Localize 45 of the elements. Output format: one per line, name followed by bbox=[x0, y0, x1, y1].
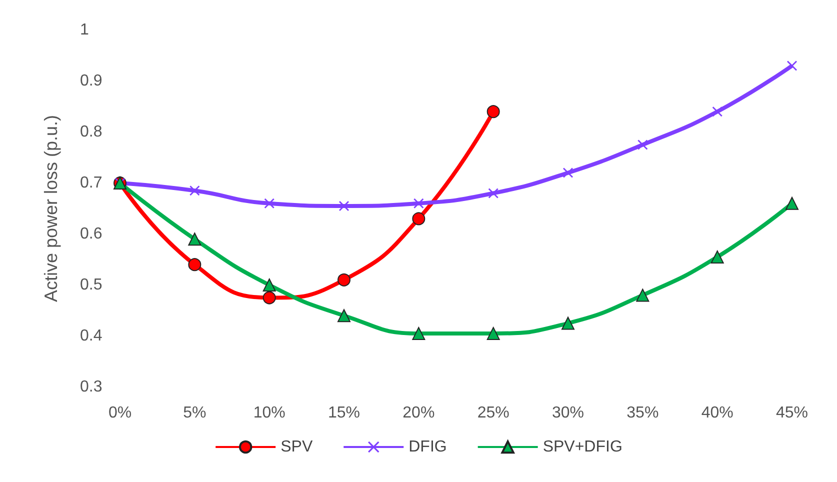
legend-label: DFIG bbox=[408, 438, 447, 456]
point bbox=[339, 200, 349, 211]
legend-label: SPV bbox=[280, 438, 313, 456]
x-tick-label: 20% bbox=[402, 404, 435, 422]
point bbox=[262, 278, 276, 292]
point bbox=[712, 106, 722, 117]
point bbox=[412, 326, 426, 340]
point bbox=[264, 198, 274, 208]
x-tick-label: 35% bbox=[626, 404, 659, 422]
y-axis-title: Active power loss (p.u.) bbox=[41, 114, 61, 302]
point bbox=[188, 232, 202, 246]
point bbox=[636, 288, 650, 302]
x-tick-label: 0% bbox=[108, 404, 132, 422]
point bbox=[188, 258, 202, 272]
y-tick-label: 0.4 bbox=[80, 328, 102, 344]
point bbox=[562, 316, 574, 330]
x-tick-label: 40% bbox=[701, 404, 734, 422]
point bbox=[488, 188, 498, 198]
point bbox=[710, 250, 724, 264]
x-tick-label: 30% bbox=[552, 404, 584, 422]
x-tick-label: 10% bbox=[253, 404, 286, 422]
y-tick-label: 0.8 bbox=[80, 124, 102, 140]
y-tick-label: 0.3 bbox=[80, 378, 102, 396]
point bbox=[414, 198, 424, 208]
y-tick-label: 0.7 bbox=[80, 174, 102, 192]
x-tick-label: 15% bbox=[328, 404, 360, 422]
point bbox=[338, 273, 350, 286]
y-tick-label: 0.5 bbox=[80, 276, 102, 294]
x-tick-label: 25% bbox=[477, 404, 510, 422]
y-tick-label: 0.9 bbox=[80, 72, 102, 90]
point bbox=[486, 326, 500, 340]
y-tick-label: 1 bbox=[80, 22, 89, 38]
x-tick-label: 45% bbox=[776, 404, 808, 422]
point bbox=[338, 309, 350, 322]
point bbox=[190, 186, 200, 196]
point bbox=[638, 140, 648, 150]
point bbox=[412, 212, 426, 226]
point bbox=[786, 196, 798, 210]
legend-label: SPV+DFIG bbox=[542, 438, 622, 456]
point bbox=[787, 60, 797, 71]
x-tick-label: 5% bbox=[183, 404, 206, 422]
point bbox=[486, 105, 500, 118]
point bbox=[262, 291, 276, 304]
point bbox=[563, 168, 573, 178]
y-tick-label: 0.6 bbox=[80, 226, 102, 242]
